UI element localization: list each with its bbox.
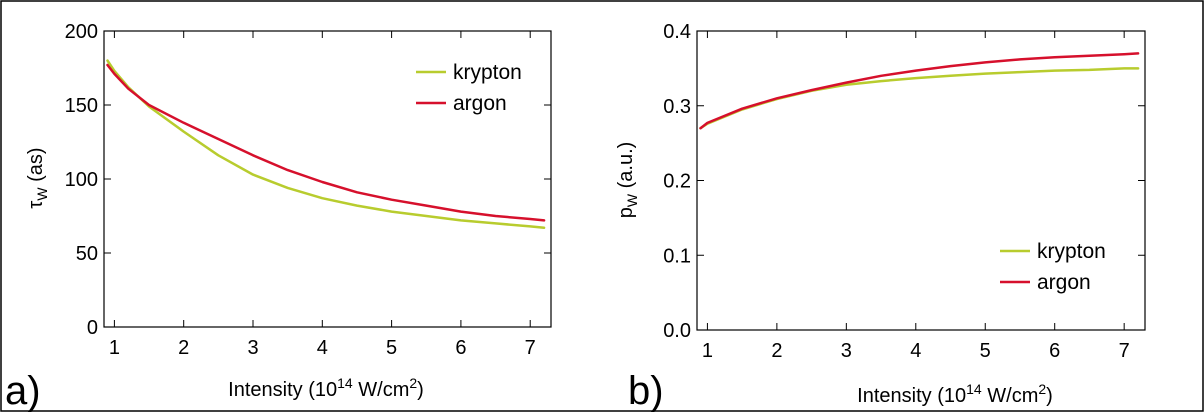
- panel-b-series-argon-line: [699, 52, 1140, 130]
- panel-a-legend-argon-label: argon: [453, 92, 507, 115]
- panel-b-y-label-post: (a.u.): [615, 142, 637, 194]
- panel-a-y-tick-label: 0: [87, 317, 98, 339]
- panel-b-label: b): [628, 369, 664, 412]
- panel-b-y-label-main: p: [615, 207, 637, 218]
- panel-a-x-tick-label: 1: [109, 337, 120, 359]
- panel-b-legend-argon-label: argon: [1037, 271, 1091, 294]
- panel-b-x-axis-label: Intensity (1014 W/cm2): [857, 381, 1053, 407]
- panel-a-y-tick-label: 150: [65, 95, 98, 117]
- panel-a-x-tick-label: 2: [178, 337, 189, 359]
- panel-a-legend: krypton argon: [416, 61, 522, 115]
- panel-a-y-label-sub: W: [34, 187, 50, 201]
- panel-a-y-tick-label: 200: [65, 21, 98, 43]
- panel-b-y-tick-label: 0.3: [663, 96, 691, 118]
- panel-b-x-label-pre: Intensity (10: [857, 385, 966, 407]
- panel-a-frame: [103, 30, 552, 328]
- panel-a-y-label-post: (as): [25, 147, 47, 187]
- panel-b-y-tick-label: 0.0: [663, 320, 691, 342]
- panel-a-x-axis-label: Intensity (1014 W/cm2): [228, 375, 424, 401]
- panel-a-x-tick-label: 6: [455, 337, 466, 359]
- panel-a-x-tick-label: 5: [386, 337, 397, 359]
- panel-a-y-tick-label: 100: [65, 169, 98, 191]
- panel-a-y-tick-label: 50: [76, 243, 98, 265]
- panel-a-plot-area: 1 2 3 4 5 6 7 0 50 100 150 200: [65, 21, 551, 359]
- panel-b-plot-area: 1 2 3 4 5 6 7 0.0 0.1 0.2 0.3 0.4: [663, 21, 1145, 362]
- panel-b-y-label-sub: W: [624, 193, 640, 207]
- panel-a-x-tick-label: 7: [525, 337, 536, 359]
- panel-b-x-tick-label: 1: [702, 340, 713, 362]
- panel-a-x-label-sup: 14: [337, 375, 353, 391]
- panel-a-y-label-main: τ: [25, 201, 47, 209]
- panel-a-x-label-pre: Intensity (10: [228, 379, 337, 401]
- panel-b-x-tick-label: 6: [1049, 340, 1060, 362]
- panel-b-y-axis-label: pW (a.u.): [615, 142, 640, 219]
- panel-a-series-argon-line: [106, 63, 546, 222]
- panel-b-x-tick-label: 5: [980, 340, 991, 362]
- panel-b-legend: krypton argon: [1000, 240, 1106, 294]
- panel-b-x-label-sup2: 2: [1038, 381, 1046, 397]
- panel-b-y-tick-label: 0.4: [663, 21, 691, 43]
- panel-b-x-tick-label: 3: [841, 340, 852, 362]
- panel-b-x-tick-label: 2: [771, 340, 782, 362]
- panel-b-frame: [696, 30, 1146, 331]
- panel-b-x-tick-label: 7: [1119, 340, 1130, 362]
- panel-b-y-tick-label: 0.2: [663, 171, 691, 193]
- panel-b-x-label-sup: 14: [966, 381, 982, 397]
- panel-b-x-label-mid: W/cm: [982, 385, 1039, 407]
- panel-a-y-axis-label: τW (as): [25, 147, 50, 208]
- panel-a-x-label-mid: W/cm: [353, 379, 410, 401]
- panel-a-x-tick-label: 3: [247, 337, 258, 359]
- panel-a-label: a): [5, 369, 41, 412]
- panel-a-x-tick-label: 4: [317, 337, 328, 359]
- panel-a-legend-krypton-label: krypton: [453, 61, 522, 84]
- panel-b-x-label-post: ): [1046, 385, 1053, 407]
- panel-b-x-tick-label: 4: [910, 340, 921, 362]
- panel-b-y-tick-label: 0.1: [663, 245, 691, 267]
- panel-a-x-label-post: ): [417, 379, 424, 401]
- panel-b-legend-krypton-label: krypton: [1037, 240, 1106, 263]
- panel-a-x-label-sup2: 2: [409, 375, 417, 391]
